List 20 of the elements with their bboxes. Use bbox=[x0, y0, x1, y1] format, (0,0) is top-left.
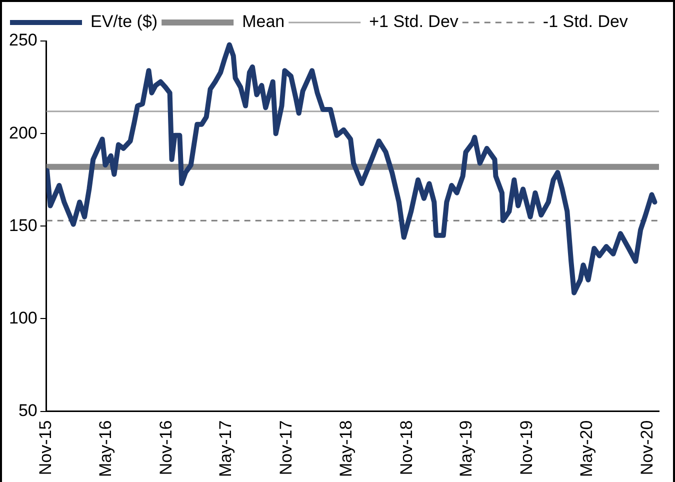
legend-label: Mean bbox=[242, 12, 285, 32]
x-tick-label: Nov-17 bbox=[276, 420, 296, 476]
y-tick-label: 50 bbox=[18, 401, 38, 420]
x-tick-label: May-18 bbox=[336, 420, 356, 477]
x-tick-label: Nov-18 bbox=[396, 420, 416, 476]
x-tick-label: Nov-15 bbox=[36, 420, 56, 476]
x-tick-label: May-17 bbox=[216, 420, 236, 477]
legend-label: EV/te ($) bbox=[90, 12, 158, 32]
legend-label: +1 Std. Dev bbox=[369, 12, 459, 32]
x-tick-label: Nov-16 bbox=[156, 420, 176, 476]
y-tick-label: 150 bbox=[8, 216, 38, 235]
x-tick-label: May-20 bbox=[576, 420, 596, 477]
x-tick-label: May-19 bbox=[456, 420, 476, 477]
y-tick-label: 250 bbox=[8, 30, 38, 50]
legend-label: -1 Std. Dev bbox=[542, 12, 628, 32]
x-tick-label: Nov-20 bbox=[637, 420, 656, 476]
x-tick-label: May-16 bbox=[96, 420, 115, 477]
x-tick-label: Nov-19 bbox=[517, 420, 536, 476]
y-tick-label: 200 bbox=[8, 123, 38, 142]
y-tick-label: 100 bbox=[8, 308, 38, 328]
